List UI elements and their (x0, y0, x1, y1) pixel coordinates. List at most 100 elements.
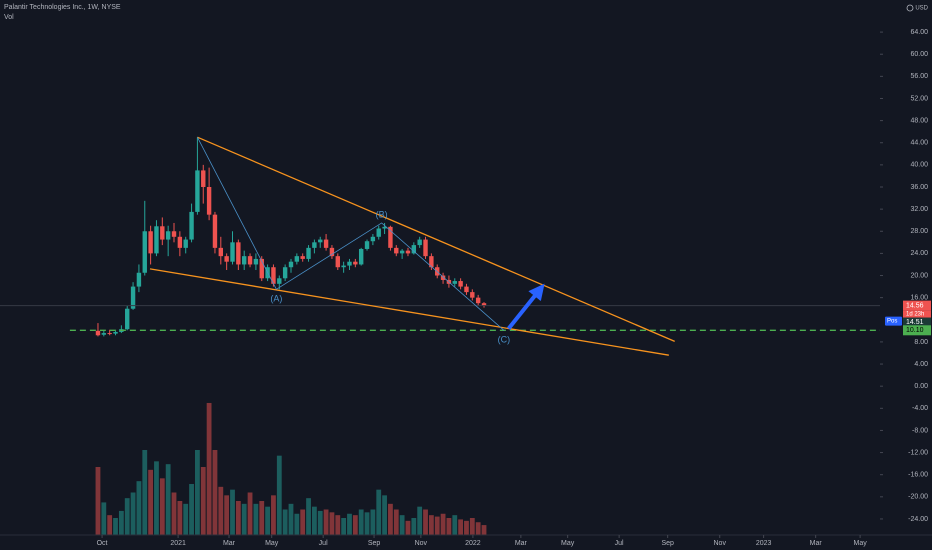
candle-body (107, 333, 112, 335)
candle-body (329, 247, 335, 257)
volume-bar (206, 402, 212, 535)
volume-bar (446, 518, 452, 535)
y-tick-label: 0.00 (914, 383, 928, 390)
x-tick-label: Sep (368, 540, 381, 547)
candle-body (247, 256, 253, 265)
candle-body (470, 292, 475, 298)
candle-body (399, 250, 405, 254)
candle-body (177, 236, 183, 248)
volume-bar (271, 495, 276, 535)
x-tick-label: May (853, 540, 867, 547)
candle-body (113, 331, 118, 334)
trendline[interactable] (149, 268, 669, 356)
candle-body (201, 170, 206, 188)
candle-body (142, 231, 147, 273)
wave-path (197, 137, 505, 331)
candle-body (277, 278, 282, 284)
y-tick-label: 36.00 (910, 184, 928, 191)
currency-label[interactable]: USD (915, 6, 928, 12)
candle-body (154, 226, 159, 254)
y-tick-label: 44.00 (910, 140, 928, 147)
candle-body (370, 236, 376, 242)
candle-body (475, 297, 481, 304)
volume-bar (282, 509, 288, 535)
candle-body (388, 226, 393, 248)
volume-bar (423, 509, 428, 535)
volume-bar (142, 450, 148, 535)
volume-bar (475, 522, 481, 535)
x-tick-label: Jul (319, 540, 328, 547)
y-tick-label: -20.00 (908, 494, 928, 501)
candle-body (323, 239, 329, 248)
candle-body (206, 187, 212, 215)
volume-series (95, 402, 487, 535)
trendline[interactable] (197, 136, 675, 342)
candle-body (160, 226, 165, 240)
currency-icon[interactable] (906, 4, 914, 12)
y-tick-label: -16.00 (908, 472, 928, 479)
y-tick-label: 8.00 (914, 339, 928, 346)
position-badge[interactable] (885, 316, 902, 326)
volume-bar (124, 498, 130, 535)
candle-body (318, 239, 323, 243)
y-tick-label: 28.00 (910, 228, 928, 235)
volume-bar (230, 489, 235, 535)
x-tick-label: Sep (661, 540, 674, 547)
volume-bar (130, 492, 136, 535)
volume-bar (212, 450, 218, 535)
x-tick-label: 2022 (465, 540, 481, 547)
hline-label: 10.10 (906, 327, 924, 334)
candle-body (429, 256, 434, 268)
volume-bar (469, 518, 475, 535)
x-tick-label: 2023 (756, 540, 772, 547)
volume-bar (428, 515, 434, 535)
volume-bar (341, 518, 347, 535)
candle-body (335, 256, 340, 268)
hline-badge (903, 325, 931, 336)
y-tick-label: 60.00 (910, 51, 928, 58)
candle-body (481, 303, 487, 306)
volume-bar (235, 501, 241, 535)
candle-body (294, 256, 300, 262)
wave-label: (B) (376, 209, 388, 219)
volume-bar (347, 513, 352, 535)
volume-bar (288, 503, 294, 535)
candle-body (376, 228, 381, 237)
x-tick-label: 2021 (170, 540, 186, 547)
candle-body (101, 333, 107, 335)
volume-bar (101, 502, 107, 535)
candle-body (300, 256, 305, 259)
candle-body (464, 286, 469, 293)
volume-bar (265, 506, 270, 535)
y-tick-label: 40.00 (910, 162, 928, 169)
y-tick-label: 20.00 (910, 272, 928, 279)
volume-bar (481, 525, 487, 535)
volume-bar (195, 450, 200, 535)
y-tick-label: 64.00 (910, 29, 928, 36)
candle-body (306, 247, 311, 259)
volume-bar (165, 464, 171, 535)
last-price-badge (903, 300, 931, 311)
volume-bar (335, 515, 341, 535)
candle-body (95, 330, 101, 336)
y-tick-label: 16.00 (910, 294, 928, 301)
chart-title[interactable]: Palantir Technologies Inc., 1W, NYSE (4, 4, 121, 11)
candle-body (341, 265, 346, 268)
volume-bar (417, 506, 423, 535)
candle-body (212, 214, 218, 248)
position-label[interactable]: Pos (887, 319, 897, 325)
volume-bar (148, 469, 154, 535)
y-tick-label: 24.00 (910, 250, 928, 257)
volume-bar (294, 513, 300, 535)
volume-label[interactable]: Vol (4, 14, 14, 21)
volume-bar (136, 481, 142, 535)
volume-bar (247, 492, 253, 535)
volume-bar (370, 509, 376, 535)
x-tick-label: Mar (515, 540, 528, 547)
candle-body (382, 226, 387, 229)
candle-body (189, 211, 194, 240)
candle-body (282, 267, 288, 279)
volume-bar (440, 513, 446, 535)
volume-bar (393, 509, 399, 535)
